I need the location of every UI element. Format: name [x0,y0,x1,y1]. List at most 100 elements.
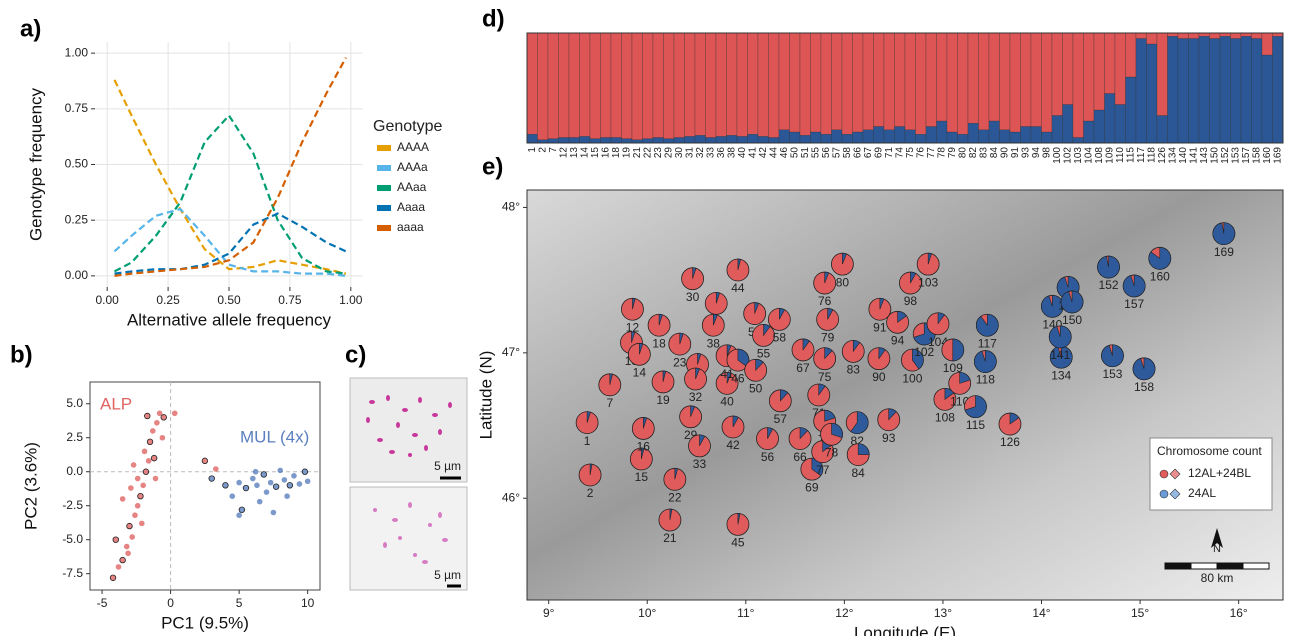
y-axis-label: Latitude (N) [476,351,495,440]
series-line [113,207,347,277]
x-tick-label: 91 [1010,147,1021,159]
pie-label: 117 [978,336,997,350]
y-axis-label: Genotype frequency [26,87,45,241]
point [154,419,160,426]
series-line [113,113,347,275]
pie-wedge [1048,325,1072,349]
bar-segment [1093,109,1105,144]
pie-wedge [780,389,789,402]
x-tick-label: 19 [621,147,632,159]
x-tick-label: 75 [905,147,916,159]
x-tick-label: 157 [1241,147,1252,164]
pie-label: 141 [1050,348,1070,362]
pie-label: 152 [1099,278,1119,292]
bar-segment [1230,38,1242,144]
x-tick-label: 158 [1251,147,1262,164]
x-tick-label: 141 [1188,147,1199,164]
x-tick-label: 58 [842,147,853,159]
bar-segment [1072,32,1084,138]
north-arrow [1211,528,1223,548]
x-tick-label: 18 [611,147,622,159]
pie-wedge [641,447,645,460]
pie-label: 32 [689,390,703,404]
pie-wedge [976,313,999,337]
bar-segment [558,32,570,138]
pie-wedge [779,308,786,320]
point [291,473,297,479]
bar-segment [663,32,675,139]
x-tick-label: 16° [1230,606,1248,620]
plot-frame [526,32,1284,144]
bar-segment [589,32,601,139]
point [141,448,148,455]
bar-segment [988,32,1000,122]
x-tick-label: 104 [1083,147,1094,164]
legend-label: Aaaa [397,200,425,214]
point [236,512,242,519]
legend-swatch [377,205,391,211]
pie-wedge [799,427,808,440]
bar-segment [589,138,601,144]
pie-label: 169 [1214,245,1234,259]
pie-label: 77 [816,463,830,477]
pie-label: 12 [626,320,640,334]
x-tick-label: 23 [653,147,664,159]
y-tick-label: -5.0 [62,532,83,546]
bar-segment [831,129,843,144]
pie-label: 45 [731,536,745,550]
legend-title: Chromosome count [1157,444,1262,458]
x-tick-label: 80 [957,147,968,159]
pie-label: 80 [836,275,850,289]
pie-label: 7 [606,396,613,410]
bar-segment [1009,131,1021,144]
pie-label: 158 [1134,380,1154,394]
point [242,484,250,492]
bar-segment [705,32,717,138]
y-tick-label: -2.5 [62,498,83,512]
point [129,534,136,540]
pie-label: 1 [584,434,591,448]
x-tick-label: 13° [934,606,952,620]
pie-wedge [912,348,924,370]
point [156,410,163,417]
point [301,468,309,475]
point [115,564,122,570]
bar-segment [799,135,811,144]
pie-label: 58 [773,331,787,345]
bar-segment [831,32,843,130]
bar-segment [988,120,1000,144]
legend-swatch [377,165,391,171]
x-tick-label: 16 [600,147,611,159]
x-tick-label: 69 [873,147,884,159]
bar-segment [652,32,664,138]
bar-segment [778,32,790,130]
pie-wedge [964,395,987,418]
bar-segment [862,32,874,130]
legend-label: 24AL [1188,486,1216,500]
pie-label: 160 [1150,270,1170,284]
point [277,467,284,474]
scale-label: 5 µm [434,568,461,582]
panel-label: d) [482,5,505,32]
x-tick-label: 150 [1209,147,1220,164]
pie-wedge [824,271,830,284]
pie-wedge [609,373,613,385]
bar-segment [757,136,769,144]
point [125,550,131,557]
x-tick-label: 21 [632,147,643,159]
x-tick-label: 33 [705,147,716,159]
point [134,502,141,509]
bar-segment [1167,36,1179,144]
bar-segment [1020,32,1032,127]
y-tick-label: 0.75 [65,101,89,115]
legend-symbol [1159,489,1169,499]
legend-swatch [377,225,391,231]
pie-label: 46 [731,371,745,385]
bar-segment [568,137,580,144]
point [286,482,294,489]
x-tick-label: 46 [779,147,790,159]
bar-segment [1009,32,1021,133]
pie-wedge [699,434,706,447]
bar-segment [957,134,969,144]
